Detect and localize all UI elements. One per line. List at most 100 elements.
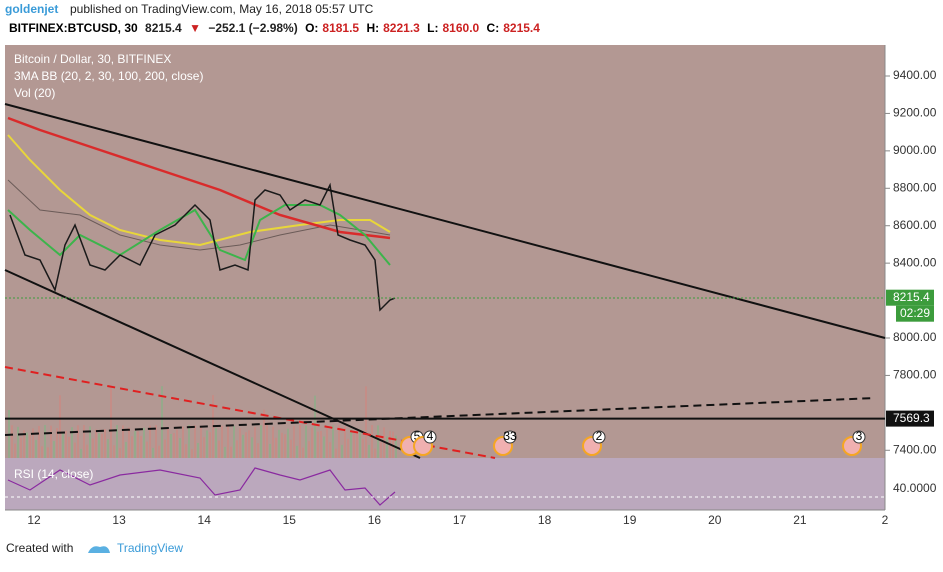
symbol: BITFINEX:BTCUSD, 30 [9, 21, 138, 35]
volume-bar [296, 445, 298, 458]
volume-bar [152, 447, 154, 458]
volume-bar [56, 428, 58, 458]
volume-bar [104, 429, 106, 458]
o-label: O: [305, 21, 318, 35]
volume-bar [68, 436, 70, 458]
volume-bar [167, 428, 169, 458]
volume-bar [281, 432, 283, 458]
price-tag [886, 410, 934, 427]
volume-bar [302, 447, 304, 458]
volume-bar [248, 430, 250, 458]
volume-bar [386, 436, 388, 458]
volume-bar [314, 395, 316, 458]
volume-bar [176, 429, 178, 458]
volume-bar [344, 426, 346, 458]
volume-bar [218, 440, 220, 458]
volume-bar [224, 446, 226, 458]
event-count: 33 [503, 429, 517, 443]
volume-bar [350, 429, 352, 458]
volume-bar [341, 444, 343, 458]
volume-bar [254, 426, 256, 458]
price-label: 7800.00 [893, 368, 937, 382]
volume-bar [236, 440, 238, 458]
volume-bar [269, 443, 271, 458]
line-drawing [4, 103, 886, 339]
legend-item: Vol (20) [14, 86, 55, 100]
volume-bar [35, 440, 37, 458]
volume-bar [197, 442, 199, 458]
l-label: L: [427, 21, 438, 35]
volume-bar [53, 441, 55, 458]
line-drawing [7, 467, 396, 506]
volume-bar [380, 442, 382, 458]
price-label: 9400.00 [893, 68, 937, 82]
volume-bar [125, 441, 127, 458]
event-badge [592, 430, 606, 444]
volume-bar [317, 431, 319, 458]
open: 8181.5 [322, 21, 359, 35]
volume-bar [230, 446, 232, 458]
time-label: 2 [882, 513, 889, 527]
time-label: 14 [198, 513, 212, 527]
volume-bar [107, 439, 109, 458]
volume-bar [377, 425, 379, 458]
event-count: 5 [414, 429, 421, 443]
volume-bar [194, 425, 196, 458]
volume-bar [131, 436, 133, 458]
line-drawing [4, 397, 876, 436]
volume-bar [62, 431, 64, 458]
volume-bar [113, 445, 115, 458]
volume-bar [347, 438, 349, 458]
user[interactable]: goldenjet [5, 2, 58, 16]
volume-bar [17, 426, 19, 458]
change: −252.1 (−2.98%) [208, 21, 297, 35]
volume-bar [245, 432, 247, 458]
last: 8215.4 [145, 21, 182, 35]
price-label: 8000.00 [893, 330, 937, 344]
volume-bar [74, 442, 76, 458]
price-label: 8400.00 [893, 255, 937, 269]
quote-line: BITFINEX:BTCUSD, 30 8215.4 ▼ −252.1 (−2.… [9, 21, 540, 35]
brand[interactable]: TradingView [117, 541, 183, 555]
volume-bar [32, 428, 34, 458]
drawings [4, 103, 886, 506]
event-badge [852, 430, 866, 444]
volume-bar [353, 433, 355, 458]
price-tag [886, 289, 934, 306]
time-label: 20 [708, 513, 722, 527]
volume-bar [80, 448, 82, 458]
high: 8221.3 [383, 21, 420, 35]
volume-bar [206, 430, 208, 458]
time-label: 17 [453, 513, 467, 527]
volume-bar [77, 425, 79, 458]
volume-bar [257, 443, 259, 458]
volume-bar [182, 426, 184, 458]
price-tag-label: 7569.3 [893, 411, 930, 425]
time-label: 16 [368, 513, 382, 527]
volume-bar [263, 409, 265, 458]
volume-bar [308, 441, 310, 458]
volume-bar [362, 438, 364, 458]
volume-bar [215, 428, 217, 458]
event-badge [423, 430, 437, 444]
timer-label: 02:29 [900, 306, 930, 320]
volume-bar [11, 425, 13, 458]
event-count: 3 [856, 429, 863, 443]
volume-bar [251, 437, 253, 458]
volume-bar [365, 386, 367, 458]
event-count: 2 [596, 429, 603, 443]
line-drawing [4, 366, 496, 459]
volume-bar [272, 426, 274, 458]
volume-bar [101, 433, 103, 458]
volume-bar [65, 430, 67, 458]
volume-bar [128, 427, 130, 458]
legend-item: 3MA BB (20, 2, 30, 100, 200, close) [14, 69, 203, 83]
low: 8160.0 [443, 21, 480, 35]
line-drawing [4, 269, 421, 459]
volume-bar [323, 436, 325, 458]
logo [88, 546, 110, 553]
volume-bar [86, 444, 88, 458]
volume-bar [110, 386, 112, 458]
price-label: 8800.00 [893, 180, 937, 194]
